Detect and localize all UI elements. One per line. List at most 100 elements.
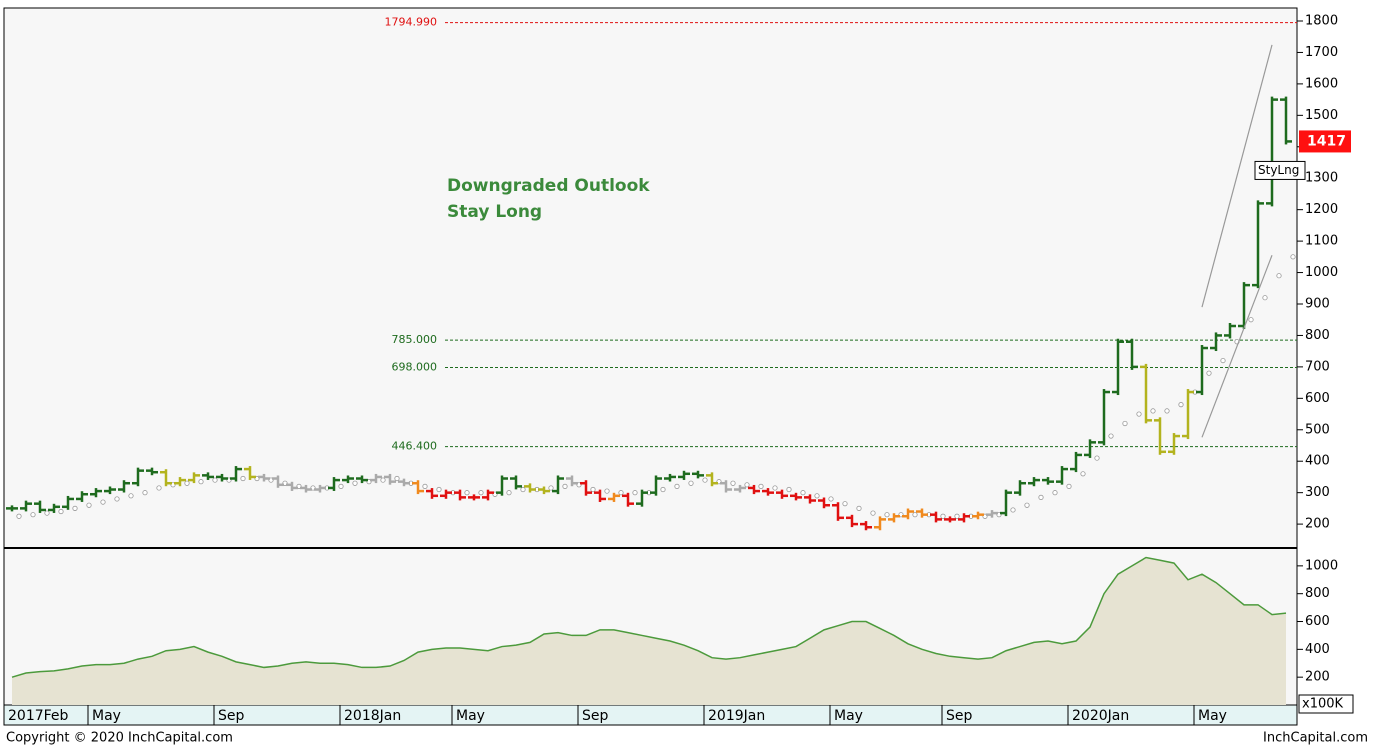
price-bar <box>1168 433 1180 455</box>
stop-dot <box>856 505 862 511</box>
y2-tick-label: 1000 <box>1305 558 1338 573</box>
stop-dot <box>1066 483 1072 489</box>
price-bar <box>370 473 382 484</box>
x-tick-label: 2019Jan <box>708 708 765 724</box>
y-tick-label: 500 <box>1305 422 1330 437</box>
price-bar <box>818 497 830 509</box>
stop-dot <box>86 502 92 508</box>
price-bar <box>76 491 88 502</box>
y-tick-label: 1200 <box>1305 202 1338 217</box>
stop-dot <box>506 490 512 496</box>
stop-dot <box>478 490 484 496</box>
stop-dot <box>380 477 386 483</box>
stop-dot <box>1276 273 1282 279</box>
stop-dot <box>128 493 134 499</box>
trend-line <box>1201 44 1273 308</box>
price-bar <box>412 480 424 495</box>
y-tick-label: 1300 <box>1305 171 1338 186</box>
price-bar <box>776 489 788 499</box>
stop-dot <box>338 483 344 489</box>
price-bar <box>832 502 844 521</box>
stop-dot <box>100 499 106 505</box>
stop-dot <box>954 513 960 519</box>
stop-dot <box>520 486 526 493</box>
level-label: 1794.990 <box>385 16 438 29</box>
tag-box <box>1254 160 1306 180</box>
price-bar <box>328 477 340 491</box>
price-bar <box>216 473 228 482</box>
stop-dot <box>58 508 64 515</box>
price-bar <box>748 484 760 495</box>
stop-dot <box>744 482 750 488</box>
price-bar <box>664 473 676 482</box>
y2-tick-label: 400 <box>1305 642 1330 657</box>
stop-dot <box>660 486 666 493</box>
price-bar <box>678 470 690 480</box>
stop-dot <box>772 485 778 491</box>
x-tick-label: Sep <box>582 708 609 724</box>
stop-dot <box>44 510 50 516</box>
price-bar <box>692 470 704 479</box>
price-bar <box>874 516 886 531</box>
price-bar <box>104 486 116 495</box>
price-bar <box>1280 96 1292 145</box>
price-bar <box>1238 282 1250 330</box>
price-bar <box>356 475 368 484</box>
price-bar <box>1028 477 1040 487</box>
price-bar <box>482 489 494 501</box>
price-bar <box>594 489 606 502</box>
price-bar <box>1070 451 1082 473</box>
price-bar <box>524 483 536 493</box>
x-tick-label: Sep <box>946 708 973 724</box>
price-bar <box>258 473 270 482</box>
price-bar <box>398 478 410 487</box>
stop-dot <box>156 485 162 491</box>
stop-dot <box>436 486 442 493</box>
stop-dot <box>632 490 638 496</box>
unit-box <box>1298 694 1354 714</box>
stop-dot <box>142 490 148 496</box>
stop-dot <box>730 480 736 486</box>
price-bar <box>986 510 998 518</box>
y-tick-label: 200 <box>1305 517 1330 532</box>
price-bar <box>790 492 802 501</box>
price-bar <box>1210 332 1222 352</box>
price-bar <box>118 480 130 493</box>
y-tick-label: 400 <box>1305 454 1330 469</box>
y2-tick-label: 200 <box>1305 670 1330 685</box>
level-label: 446.400 <box>392 440 438 453</box>
price-bar <box>146 467 158 476</box>
stop-dot <box>184 480 190 486</box>
y-tick-label: 1800 <box>1305 14 1338 29</box>
stop-dot <box>1080 471 1086 477</box>
price-bar <box>916 508 928 518</box>
price-bar <box>930 511 942 523</box>
stop-dot <box>870 510 876 516</box>
price-bar <box>510 475 522 490</box>
price-bar <box>496 475 508 496</box>
stop-dot <box>940 513 946 519</box>
volume-line <box>11 556 1287 678</box>
price-bar <box>230 466 242 482</box>
price-bar <box>20 500 32 512</box>
price-bar <box>650 475 662 496</box>
x-tick-label: May <box>92 708 121 724</box>
stop-dot <box>464 490 470 496</box>
price-bar <box>90 488 102 498</box>
price-bar <box>972 511 984 520</box>
site-name: InchCapital.com <box>1263 731 1368 746</box>
stop-dot <box>884 512 890 518</box>
stop-dot <box>114 496 120 502</box>
price-bar <box>1014 480 1026 496</box>
price-bar <box>1084 439 1096 458</box>
stop-dot <box>1248 317 1254 323</box>
price-bar <box>286 481 298 491</box>
price-bar <box>454 489 466 501</box>
stop-dot <box>30 512 36 518</box>
stop-dot <box>758 483 764 489</box>
price-bar <box>34 500 46 513</box>
price-bar <box>580 480 592 496</box>
price-bar <box>244 466 256 480</box>
stop-dot <box>548 485 554 491</box>
